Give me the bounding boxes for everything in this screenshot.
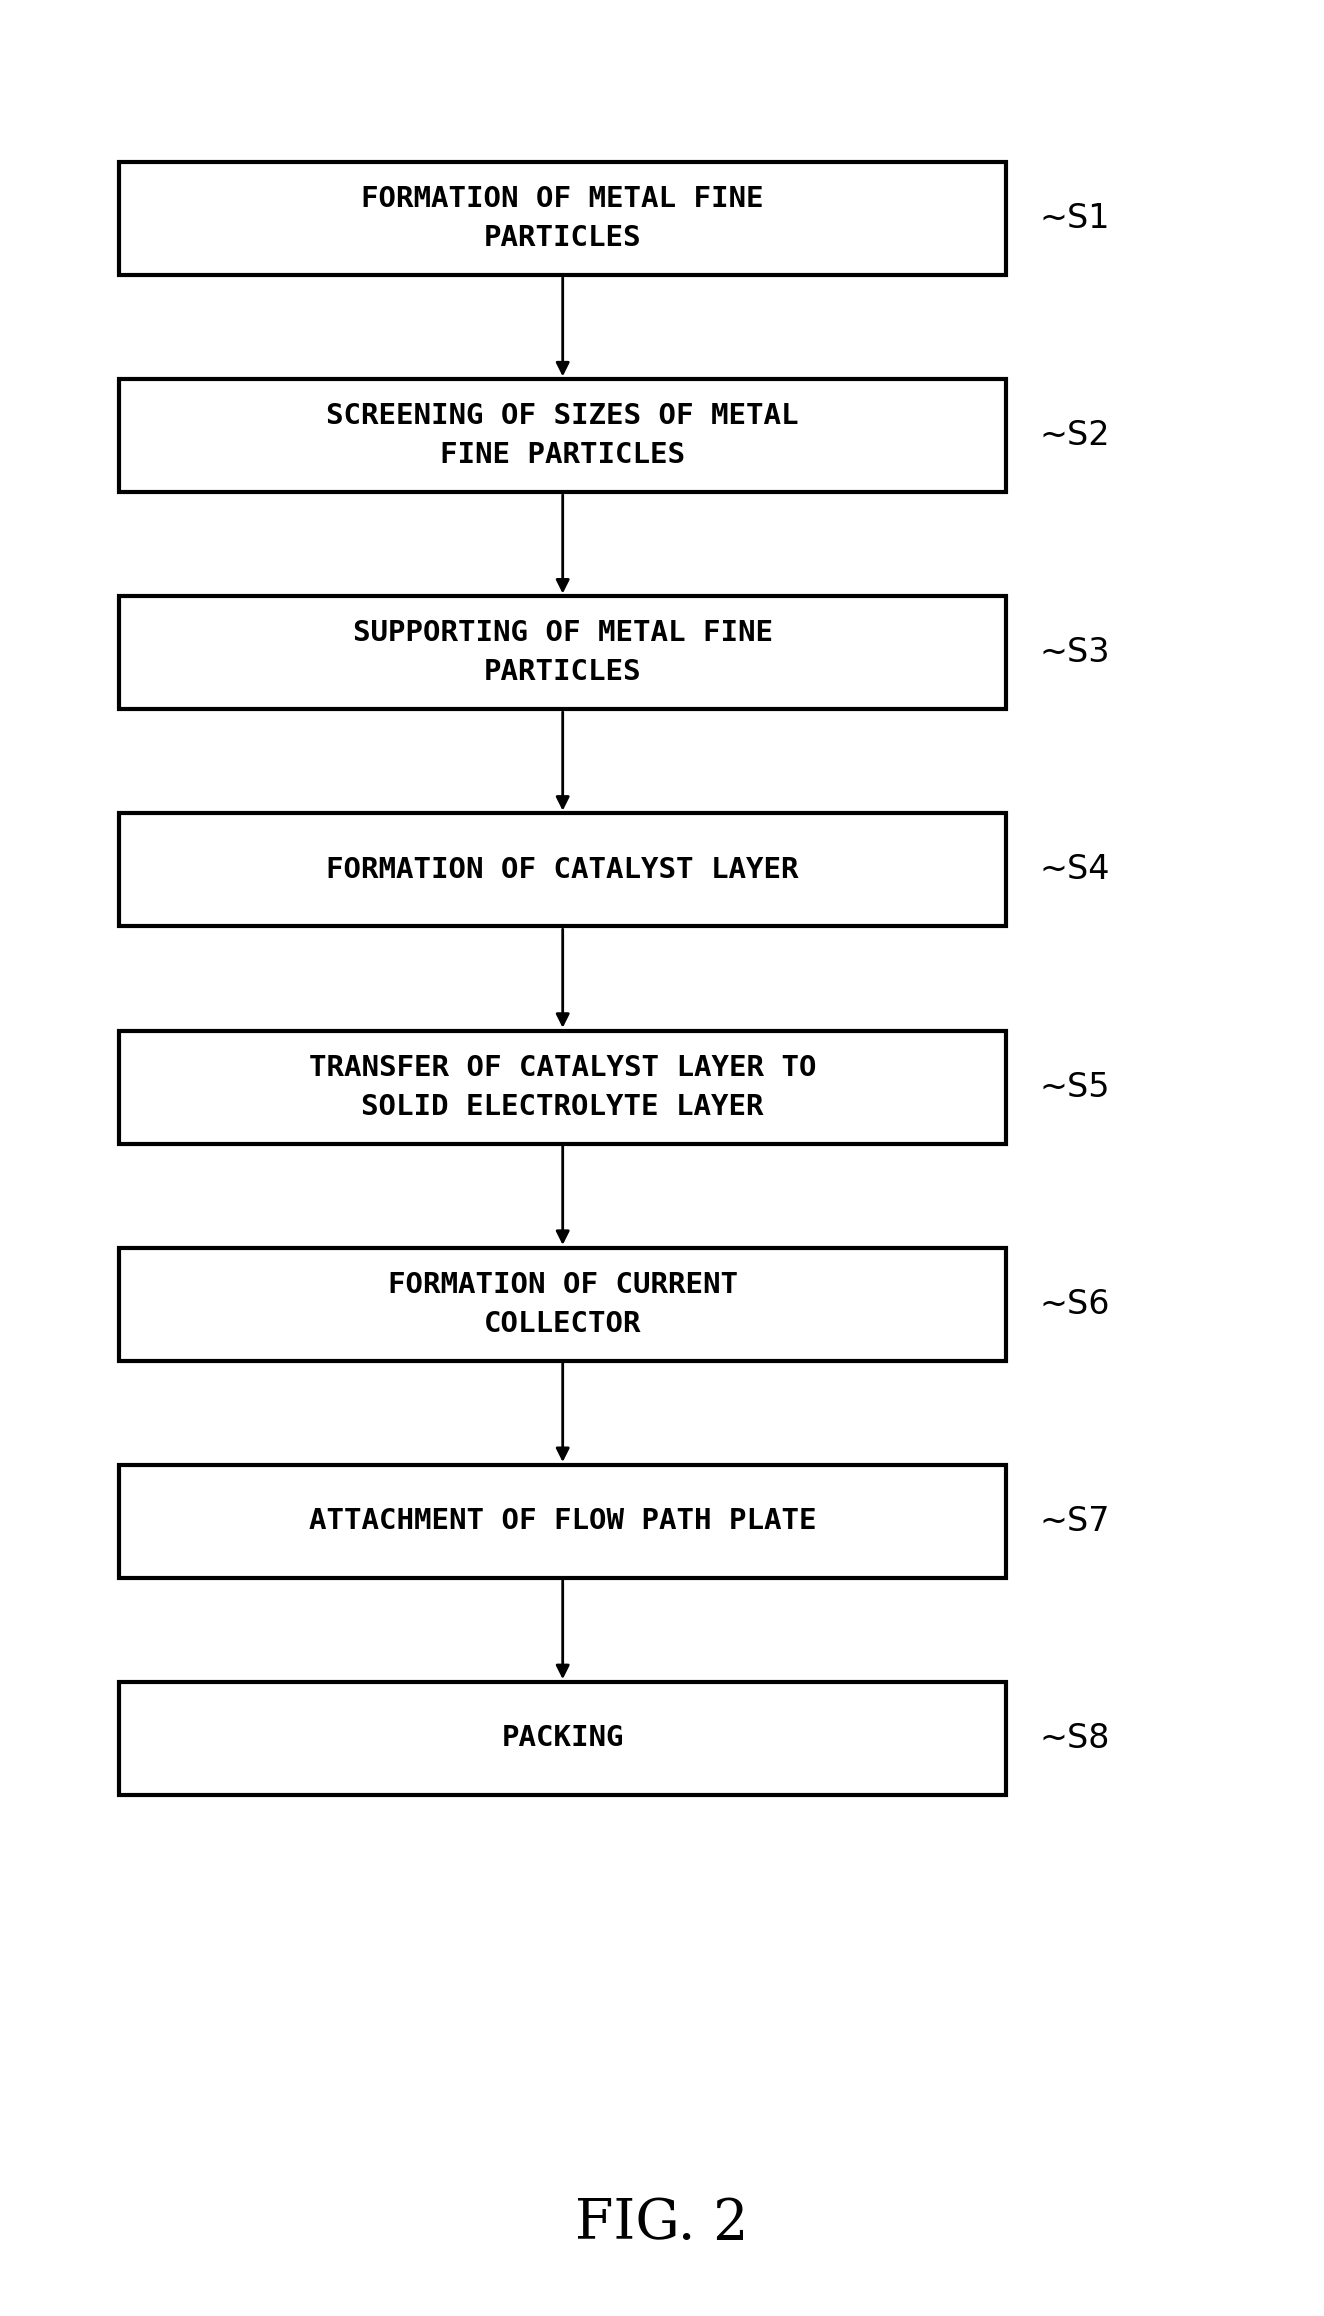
Text: ∼S5: ∼S5 [1039, 1070, 1110, 1102]
Bar [119, 162, 1006, 276]
Text: FORMATION OF CURRENT
COLLECTOR: FORMATION OF CURRENT COLLECTOR [388, 1271, 737, 1339]
Text: FORMATION OF CATALYST LAYER: FORMATION OF CATALYST LAYER [327, 857, 798, 885]
Text: ∼S2: ∼S2 [1039, 419, 1110, 452]
Bar [119, 813, 1006, 926]
Text: ∼S1: ∼S1 [1039, 201, 1110, 234]
Bar [119, 1248, 1006, 1362]
Text: ∼S4: ∼S4 [1039, 855, 1110, 887]
Text: SUPPORTING OF METAL FINE
PARTICLES: SUPPORTING OF METAL FINE PARTICLES [352, 618, 773, 686]
Text: SCREENING OF SIZES OF METAL
FINE PARTICLES: SCREENING OF SIZES OF METAL FINE PARTICL… [327, 403, 798, 470]
Bar [119, 1031, 1006, 1144]
Text: PACKING: PACKING [502, 1725, 624, 1753]
Text: ∼S7: ∼S7 [1039, 1505, 1110, 1538]
Text: ∼S8: ∼S8 [1039, 1723, 1110, 1756]
Text: ∼S3: ∼S3 [1039, 637, 1110, 669]
Text: ∼S6: ∼S6 [1039, 1288, 1110, 1320]
Text: TRANSFER OF CATALYST LAYER TO
SOLID ELECTROLYTE LAYER: TRANSFER OF CATALYST LAYER TO SOLID ELEC… [308, 1054, 817, 1121]
Bar [119, 598, 1006, 709]
Bar [119, 1681, 1006, 1795]
Bar [119, 380, 1006, 493]
Text: FORMATION OF METAL FINE
PARTICLES: FORMATION OF METAL FINE PARTICLES [361, 185, 764, 252]
Bar [119, 1466, 1006, 1577]
Text: FIG. 2: FIG. 2 [575, 2196, 749, 2251]
Text: ATTACHMENT OF FLOW PATH PLATE: ATTACHMENT OF FLOW PATH PLATE [308, 1508, 817, 1536]
